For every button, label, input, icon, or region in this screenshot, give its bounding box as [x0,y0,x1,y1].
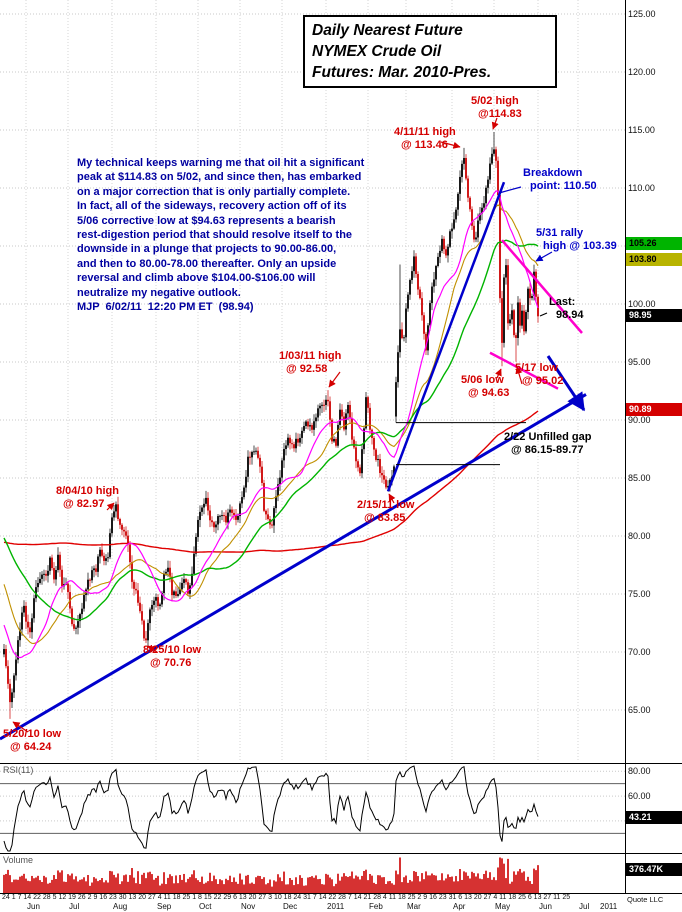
annotation-8-04-high: 8/04/10 high @ 82.97 [56,485,119,510]
annotation-2-15-low: 2/15/11 low @ 83.85 [357,499,415,524]
price-axis-label: 90.00 [628,415,651,425]
rsi-axis-label: 80.00 [628,766,651,777]
rsi-axis-label: 60.00 [628,791,651,802]
chart-title-line1: Daily Nearest Future [312,22,463,39]
price-axis-label: 75.00 [628,589,651,599]
annotation-5-17-low: 5/17 low @ 95.02 [515,362,564,387]
commentary-line: 5/06 corrective low at $94.63 represents… [77,214,336,227]
volume-value-badge: 376.47K [626,863,682,876]
month-label: Jun [539,902,552,911]
month-label: Jun [27,902,40,911]
annotation-5-31-rally-high: 5/31 rally high @ 103.39 [536,227,617,252]
commentary-line: reversal and climb above $104.00-$106.00… [77,272,316,285]
month-label: Aug [113,902,128,911]
last-price-badge: 98.95 [626,309,682,322]
annotation-5-06-low: 5/06 low @ 94.63 [461,374,510,399]
month-label: Dec [283,902,298,911]
ma-fast-value-badge: 103.80 [626,253,682,266]
rsi-value-badge: 43.21 [626,811,682,824]
month-label: Nov [241,902,256,911]
rsi-panel-label: RSI(11) [3,765,34,775]
price-axis-label: 115.00 [628,125,655,135]
annotation-8-25-low: 8/25/10 low @ 70.76 [143,644,202,669]
commentary-line: peak at $114.83 on 5/02, and since then,… [77,171,362,184]
month-label: Feb [369,902,383,911]
volume-panel-label: Volume [3,855,34,865]
annotation-unfilled-gap: 2/22 Unfilled gap @ 86.15-89.77 [504,431,592,456]
annotation-5-20-low: 5/20/10 low @ 64.24 [3,728,62,753]
month-label: Jul [69,902,80,911]
price-axis-label: 65.00 [628,705,651,715]
month-label: Apr [453,902,466,911]
annotation-last-price: Last: 98.94 [549,296,584,321]
month-label: Mar [407,902,421,911]
price-axis-label: 100.00 [628,299,656,309]
chart-title-line2: NYMEX Crude Oil [312,43,442,60]
commentary-signature: MJP 6/02/11 12:20 PM ET (98.94) [77,301,254,314]
data-vendor-credit: Quote LLC [627,895,664,904]
month-label: May [495,902,511,911]
analyst-commentary: My technical keeps warning me that oil h… [77,156,364,314]
month-label: 2011 [327,902,345,911]
commentary-line: My technical keeps warning me that oil h… [77,157,365,169]
month-label: Oct [199,902,212,911]
price-axis-label: 120.00 [628,67,656,77]
price-axis-label: 125.00 [628,9,656,19]
x-axis-day-labels: 24 1 7 14 22 28 5 12 19 26 2 9 16 23 30 … [2,894,571,901]
price-axis-label: 85.00 [628,473,651,483]
commentary-line: rest-digestion period that should resolv… [77,229,353,242]
price-axis-label: 80.00 [628,531,651,541]
commentary-line: downside in a plunge that projects to 90… [77,243,337,256]
ma-mid-value-badge: 105.26 [626,237,682,250]
annotation-1-03-high: 1/03/11 high @ 92.58 [279,350,342,375]
month-label: 2011 [600,902,618,911]
annotation-4-11-high: 4/11/11 high @ 113.46 [394,126,456,151]
month-label: Sep [157,902,172,911]
price-axis-label: 70.00 [628,647,651,657]
annotation-breakdown-point: Breakdown point: 110.50 [523,167,597,192]
price-axis-label: 95.00 [628,357,651,367]
commentary-line: and then to 80.00-78.00 thereafter. Only… [77,257,337,270]
commentary-line: In fact, all of the sideways, recovery a… [77,200,347,213]
chart-title-box: Daily Nearest Future NYMEX Crude Oil Fut… [303,15,557,88]
price-axis-label: 110.00 [628,183,655,193]
commentary-line: on a major correction that is only parti… [77,185,351,198]
ma-slow-value-badge: 90.89 [626,403,682,416]
chart-title-line3: Futures: Mar. 2010-Pres. [312,64,492,81]
annotation-5-02-high: 5/02 high @114.83 [471,95,522,120]
month-label: Jul [579,902,590,911]
commentary-line: neutralize my negative outlook. [77,286,241,299]
